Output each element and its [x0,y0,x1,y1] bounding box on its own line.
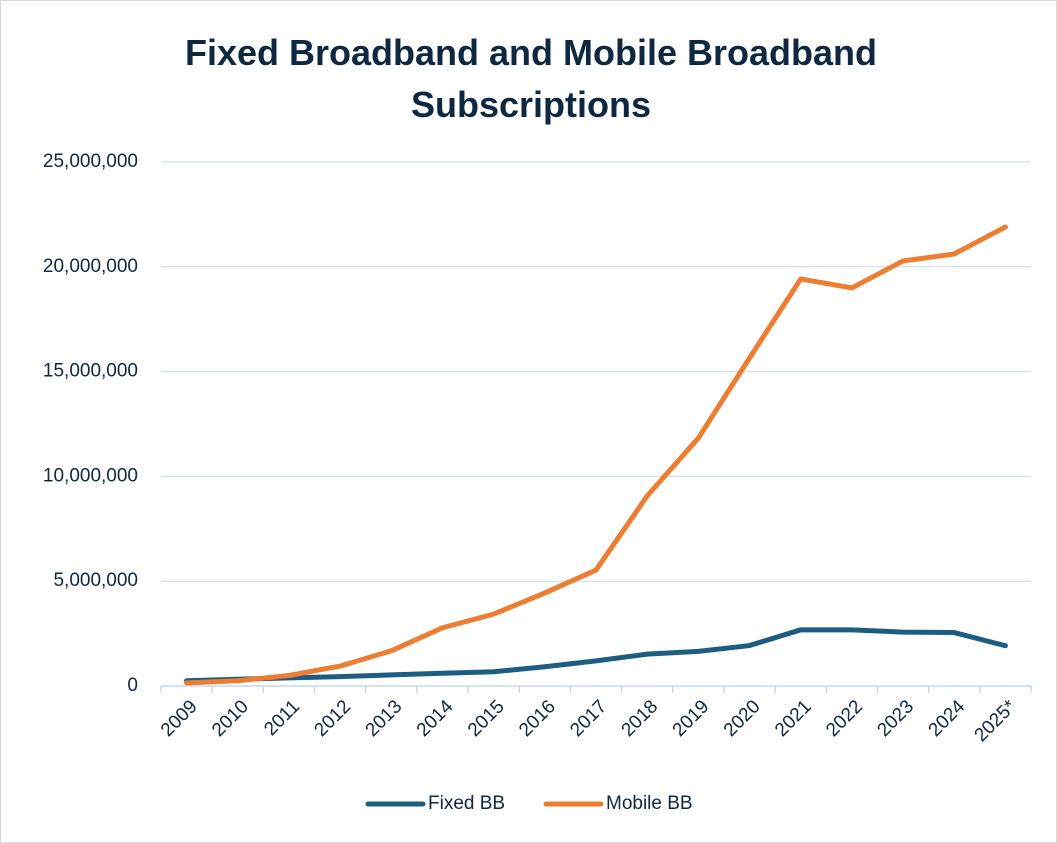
y-tick-label: 5,000,000 [53,570,138,591]
x-tick-label: 2024 [925,696,970,741]
x-tick-label: 2012 [310,696,355,741]
x-tick-label: 2017 [566,696,611,741]
legend-label: Mobile BB [606,793,693,814]
x-tick-label: 2021 [771,696,816,741]
y-tick-label: 10,000,000 [43,465,138,486]
x-tick-label: 2019 [669,696,714,741]
series-line [184,627,1008,684]
y-tick-label: 15,000,000 [43,361,138,382]
x-tick-label: 2020 [720,696,765,741]
x-tick-label: 2022 [822,696,867,741]
x-tick-label: 2015 [464,696,509,741]
x-tick-label: 2023 [873,696,918,741]
x-tick-label: 2013 [362,696,407,741]
x-tick-label: 2025* [971,696,1021,746]
y-tick-label: 25,000,000 [43,151,138,172]
y-tick-label: 0 [127,675,138,696]
series-line [184,224,1008,686]
y-tick-label: 20,000,000 [43,256,138,277]
x-tick-label: 2018 [618,696,663,741]
x-tick-label: 2016 [515,696,560,741]
x-tick-label: 2014 [413,696,458,741]
chart-title: Fixed Broadband and Mobile Broadband Sub… [184,32,878,125]
x-tick-label: 2010 [208,696,253,741]
x-tick-label: 2009 [157,696,202,741]
legend-label: Fixed BB [428,793,505,814]
x-tick-label: 2011 [260,696,304,740]
